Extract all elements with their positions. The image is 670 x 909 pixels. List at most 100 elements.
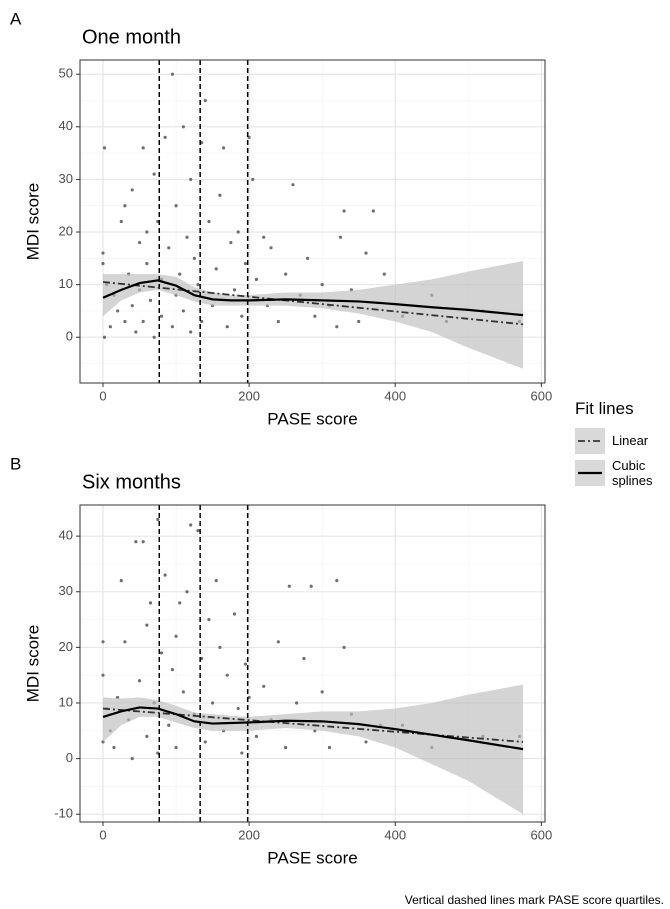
point	[229, 240, 233, 245]
plot-layer	[101, 60, 524, 383]
point	[174, 745, 178, 750]
point	[214, 267, 218, 271]
chart-title: One month	[82, 26, 181, 48]
x-tick-label: 600	[530, 827, 552, 842]
point	[137, 240, 142, 245]
point	[112, 745, 116, 750]
point	[123, 319, 127, 324]
point	[181, 125, 185, 129]
point	[320, 283, 324, 287]
y-tick-label: 50	[59, 66, 73, 81]
y-tick-label: 10	[59, 276, 73, 291]
point	[371, 209, 375, 213]
point	[295, 701, 299, 705]
point	[335, 579, 339, 583]
point	[236, 706, 240, 711]
point	[240, 314, 244, 318]
point	[130, 304, 134, 308]
y-tick-label: 30	[59, 171, 73, 186]
point	[236, 230, 240, 234]
point	[313, 314, 317, 318]
point	[170, 668, 175, 672]
point	[338, 235, 343, 239]
point	[225, 673, 229, 677]
y-tick-label: -10	[54, 806, 73, 821]
point	[262, 684, 266, 688]
point	[141, 146, 145, 150]
x-axis-title: PASE score	[267, 848, 357, 867]
point	[218, 193, 222, 197]
point	[287, 584, 291, 588]
point	[251, 177, 255, 182]
point	[123, 204, 127, 208]
point	[305, 256, 310, 260]
x-tick-label: 600	[530, 388, 552, 403]
point	[207, 617, 211, 622]
x-tick-label: 400	[384, 827, 406, 842]
point	[178, 272, 182, 276]
panel-label: B	[10, 454, 21, 473]
legend-label: Cubic splines	[612, 458, 653, 488]
point	[178, 601, 182, 605]
point	[232, 288, 237, 292]
point	[163, 135, 167, 139]
point	[335, 325, 339, 329]
point	[141, 319, 145, 324]
y-tick-label: 40	[59, 118, 73, 133]
point	[101, 673, 105, 677]
point	[309, 584, 313, 588]
point	[159, 314, 164, 318]
y-tick-label: 10	[59, 694, 73, 709]
point	[152, 335, 156, 339]
fit-line	[102, 706, 524, 751]
point	[148, 298, 153, 303]
point	[192, 256, 196, 260]
point	[170, 72, 175, 76]
point	[276, 640, 280, 644]
point	[123, 640, 127, 644]
y-tick-label: 0	[66, 750, 73, 765]
point	[101, 640, 105, 644]
point	[116, 309, 120, 313]
point	[327, 745, 332, 750]
point	[167, 723, 171, 727]
point	[185, 235, 189, 239]
y-axis-title: MDI score	[23, 183, 42, 260]
point	[357, 319, 361, 324]
point	[181, 309, 185, 313]
point	[207, 219, 211, 224]
point	[218, 645, 222, 649]
point	[189, 523, 193, 527]
point	[102, 335, 107, 339]
point	[145, 261, 149, 266]
point	[102, 146, 107, 150]
point	[240, 751, 244, 755]
y-tick-label: 0	[66, 329, 73, 344]
point	[134, 330, 138, 334]
point	[364, 251, 368, 255]
point	[291, 183, 295, 187]
plot-layer	[101, 505, 524, 822]
point	[145, 623, 149, 627]
legend-label: Linear	[612, 433, 649, 448]
point	[148, 601, 153, 605]
point	[145, 734, 149, 738]
point	[145, 230, 149, 234]
point	[152, 172, 156, 176]
fit-line	[102, 281, 524, 326]
point	[320, 690, 324, 694]
point	[101, 251, 105, 255]
point	[221, 146, 226, 150]
point	[284, 745, 288, 750]
x-tick-label: 0	[99, 827, 106, 842]
point	[189, 330, 193, 334]
point	[276, 319, 280, 324]
point	[214, 579, 218, 583]
y-tick-label: 40	[59, 528, 73, 543]
point	[119, 579, 123, 583]
point	[116, 695, 120, 700]
point	[119, 219, 123, 224]
point	[254, 277, 259, 281]
point	[254, 734, 259, 738]
